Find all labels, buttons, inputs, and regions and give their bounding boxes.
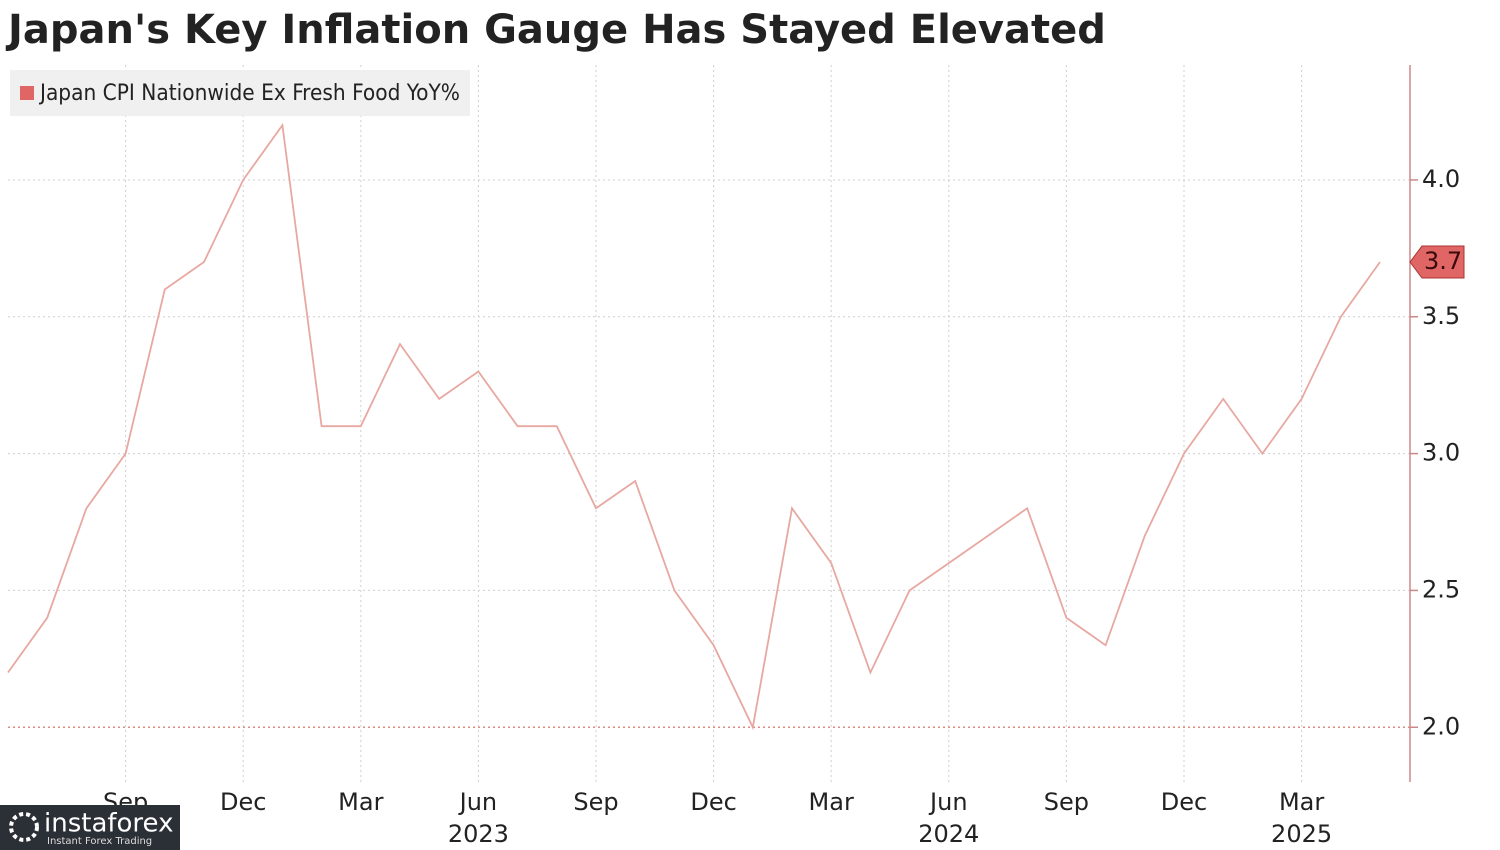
y-tick-label: 4.0 (1422, 165, 1460, 193)
watermark: instaforex Instant Forex Trading (0, 805, 180, 850)
chart-title: Japan's Key Inflation Gauge Has Stayed E… (5, 7, 1106, 53)
watermark-box (0, 805, 180, 850)
x-year-label: 2023 (448, 820, 509, 848)
x-tick-label: Mar (338, 788, 383, 816)
x-tick-label: Jun (928, 788, 968, 816)
x-year-label: 2025 (1271, 820, 1332, 848)
x-year-label: 2024 (918, 820, 979, 848)
legend-box (10, 70, 470, 116)
last-value-tag (1409, 245, 1465, 279)
x-tick-label: Mar (809, 788, 854, 816)
x-tick-label: Sep (573, 788, 618, 816)
x-tick-label: Mar (1279, 788, 1324, 816)
last-value-label: 3.7 (1424, 247, 1462, 275)
legend: Japan CPI Nationwide Ex Fresh Food YoY% (10, 70, 470, 116)
series-line (7, 122, 1381, 731)
y-tick-label: 3.5 (1422, 302, 1460, 330)
x-tick-label: Sep (1044, 788, 1089, 816)
x-tick-label: Jun (458, 788, 498, 816)
y-tick-label: 2.5 (1422, 575, 1460, 603)
x-tick-label: Dec (220, 788, 266, 816)
watermark-tagline: Instant Forex Trading (47, 836, 152, 847)
x-tick-label: Dec (1161, 788, 1207, 816)
watermark-logo (9, 812, 39, 842)
watermark-brand: instaforex (44, 809, 173, 839)
legend-swatch (20, 86, 34, 100)
x-tick-label: Dec (690, 788, 736, 816)
y-tick-label: 3.0 (1422, 439, 1460, 467)
legend-label: Japan CPI Nationwide Ex Fresh Food YoY% (38, 81, 460, 106)
y-tick-label: 2.0 (1422, 712, 1460, 740)
